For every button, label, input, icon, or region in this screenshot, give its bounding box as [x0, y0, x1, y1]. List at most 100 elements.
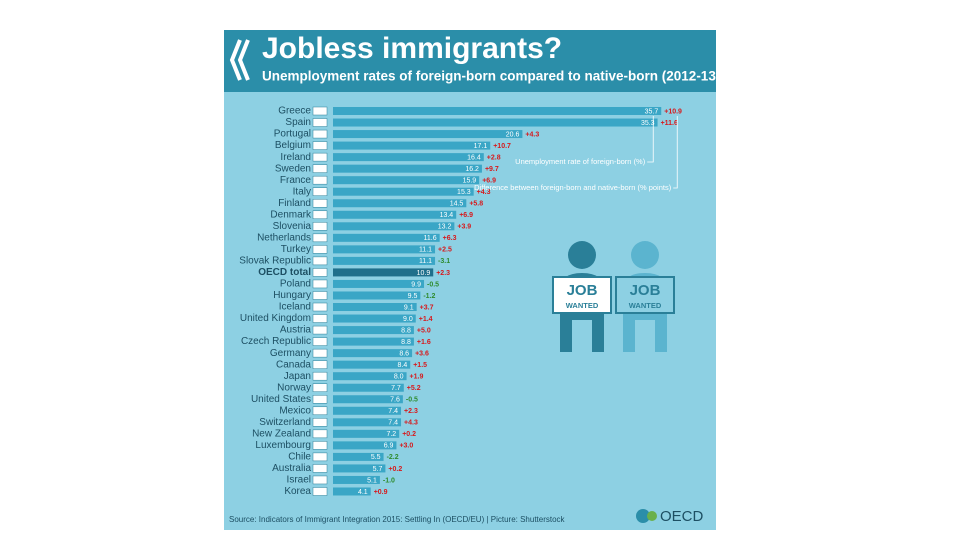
category-label: Belgium [275, 140, 311, 151]
bar [333, 418, 402, 427]
flag [312, 314, 328, 323]
category-label: Slovenia [273, 221, 312, 232]
category-label: Czech Republic [241, 336, 311, 347]
category-label: Chile [288, 452, 311, 463]
flag [312, 268, 328, 277]
bar [333, 245, 436, 254]
value-label: 15.3 [457, 189, 471, 196]
difference-label: +4.3 [477, 189, 491, 196]
flag [312, 418, 328, 427]
bar [333, 349, 413, 358]
difference-label: +10.9 [664, 108, 682, 115]
value-label: 13.2 [438, 224, 452, 231]
category-label: Iceland [279, 302, 311, 313]
bar [333, 337, 414, 346]
flag [312, 106, 328, 116]
difference-label: +11.6 [661, 120, 678, 127]
difference-label: +10.7 [493, 143, 511, 150]
illustration: JOB WANTED JOB WANTED [552, 241, 675, 352]
bar [333, 153, 484, 162]
difference-label: +3.6 [415, 350, 429, 357]
category-label: Sweden [275, 163, 311, 174]
difference-label: -1.2 [423, 293, 435, 300]
flag [312, 279, 328, 289]
bar [333, 176, 480, 185]
value-label: 9.5 [408, 293, 418, 300]
difference-label: +6.9 [482, 178, 496, 185]
flag [312, 222, 328, 231]
category-label: New Zealand [252, 428, 311, 439]
bar [333, 199, 467, 208]
difference-label: +3.7 [420, 304, 434, 311]
logo-mark [636, 509, 650, 523]
category-label: Japan [284, 371, 311, 382]
difference-label: +2.5 [438, 247, 452, 254]
value-label: 7.4 [388, 408, 398, 415]
flag [312, 164, 328, 173]
category-label: Hungary [273, 290, 311, 301]
value-label: 7.7 [391, 385, 401, 392]
value-label: 8.8 [401, 327, 411, 334]
bar [333, 475, 380, 484]
difference-label: +2.3 [404, 408, 418, 415]
value-label: 8.0 [394, 374, 404, 381]
sign-text: JOB [630, 282, 661, 299]
value-label: 11.1 [419, 247, 432, 254]
flag [312, 118, 328, 127]
bar [333, 464, 386, 473]
bar [333, 256, 436, 265]
flag [312, 464, 328, 473]
difference-label: +3.9 [457, 224, 471, 231]
difference-label: -0.5 [406, 397, 418, 404]
chart-subtitle: Unemployment rates of foreign-born compa… [262, 69, 720, 84]
callout-line [647, 116, 654, 163]
value-label: 14.5 [450, 201, 464, 208]
category-label: Poland [280, 279, 311, 290]
flag [312, 475, 328, 485]
bar [333, 429, 400, 438]
difference-label: +0.2 [402, 431, 416, 438]
flag [312, 175, 328, 185]
difference-label: -3.1 [438, 258, 450, 265]
difference-label: +1.4 [419, 316, 433, 323]
flag [312, 245, 328, 254]
bar [333, 118, 658, 127]
bar [333, 210, 457, 219]
difference-label: +6.3 [443, 235, 457, 242]
chart-title: Jobless immigrants? [262, 32, 562, 65]
value-label: 4.1 [358, 489, 368, 496]
bar [333, 314, 416, 323]
difference-label: +3.0 [399, 443, 413, 450]
bar [333, 360, 411, 369]
category-label: Slovak Republic [239, 256, 311, 267]
flag [312, 152, 328, 162]
category-label: Spain [285, 117, 311, 128]
value-label: 8.8 [401, 339, 411, 346]
category-label: Germany [270, 348, 311, 359]
value-label: 5.5 [371, 454, 381, 461]
flag [312, 348, 328, 358]
bar [333, 291, 421, 300]
difference-label: +4.3 [404, 420, 418, 427]
difference-label: +2.8 [487, 154, 501, 161]
category-label: Luxembourg [255, 440, 311, 451]
flag [312, 256, 328, 266]
flag [312, 429, 328, 439]
value-label: 15.9 [463, 178, 477, 185]
difference-label: +9.7 [485, 166, 499, 173]
category-label: Norway [277, 382, 311, 393]
difference-label: +1.6 [417, 339, 431, 346]
bar [333, 406, 402, 415]
flag [312, 291, 328, 300]
flag [312, 337, 328, 346]
bar [333, 222, 455, 231]
value-label: 9.9 [411, 281, 421, 288]
category-label: France [280, 175, 312, 186]
sign [615, 276, 675, 314]
category-label: Australia [272, 463, 311, 474]
flag [312, 129, 328, 139]
bar [333, 233, 440, 242]
flag [312, 371, 328, 381]
category-label: Netherlands [257, 232, 311, 243]
